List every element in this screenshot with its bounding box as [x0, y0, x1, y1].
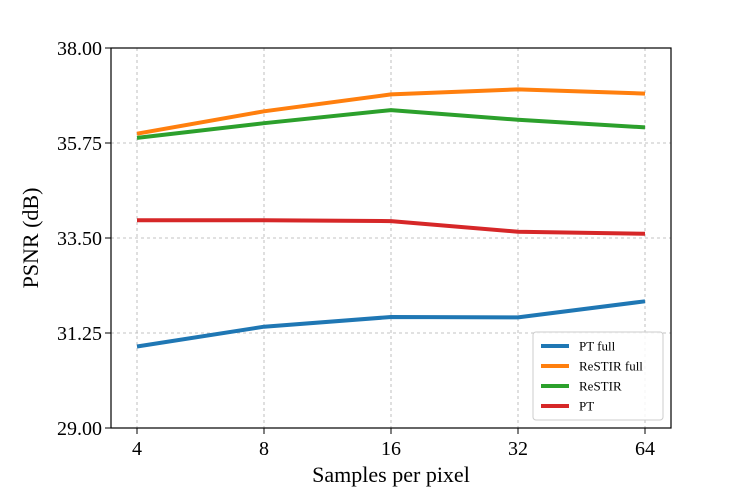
x-tick-label: 8 — [259, 438, 269, 460]
x-tick-label: 16 — [381, 438, 401, 460]
x-axis-label: Samples per pixel — [312, 462, 470, 487]
legend-box — [532, 331, 664, 421]
y-axis-label: PSNR (dB) — [18, 188, 43, 289]
y-tick-label: 38.00 — [57, 38, 102, 60]
y-tick-label: 35.75 — [57, 133, 102, 155]
series-line-pt-full — [136, 299, 646, 349]
x-axis-ticks: 4 8 16 32 64 — [132, 428, 655, 460]
series-line-restir — [136, 108, 646, 140]
x-tick-label: 64 — [635, 438, 655, 460]
legend-label-pt-full: PT full — [579, 339, 616, 354]
y-tick-label: 33.50 — [57, 228, 102, 250]
x-tick-label: 4 — [132, 438, 142, 460]
legend-label-restir-full: ReSTIR full — [579, 359, 643, 374]
x-tick-label: 32 — [508, 438, 528, 460]
y-tick-label: 31.25 — [57, 323, 102, 345]
y-tick-label: 29.00 — [57, 418, 102, 440]
y-axis-ticks: 29.00 31.25 33.50 35.75 38.00 — [57, 38, 111, 440]
series-line-restir-full — [136, 87, 646, 136]
series-lines — [136, 87, 646, 349]
series-line-pt — [137, 218, 646, 236]
legend-label-restir: ReSTIR — [579, 379, 622, 394]
legend: PT full ReSTIR full ReSTIR PT — [532, 331, 664, 421]
legend-label-pt: PT — [579, 399, 594, 414]
